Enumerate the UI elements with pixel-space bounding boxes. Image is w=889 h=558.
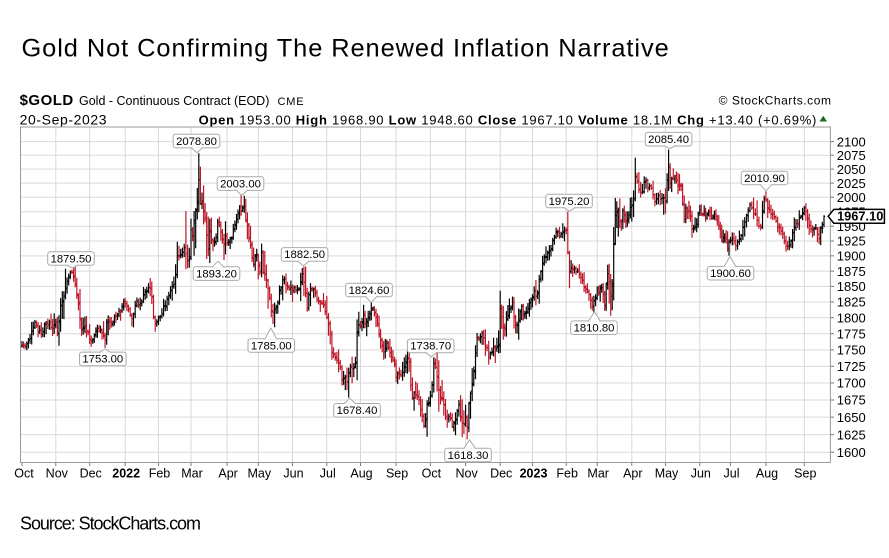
svg-text:2022: 2022 [112, 467, 140, 481]
svg-text:1824.60: 1824.60 [349, 285, 390, 297]
svg-text:1825: 1825 [837, 295, 866, 310]
svg-text:© StockCharts.com: © StockCharts.com [719, 94, 832, 108]
svg-text:1725: 1725 [837, 359, 866, 374]
svg-text:CME: CME [278, 96, 305, 108]
svg-text:1700: 1700 [837, 376, 866, 391]
svg-text:Mar: Mar [587, 467, 609, 481]
svg-text:1650: 1650 [837, 410, 866, 425]
svg-text:Feb: Feb [149, 467, 171, 481]
svg-text:Feb: Feb [556, 467, 578, 481]
svg-text:Aug: Aug [756, 467, 778, 481]
svg-text:1618.30: 1618.30 [448, 450, 489, 462]
svg-text:1879.50: 1879.50 [51, 253, 92, 265]
svg-text:1753.00: 1753.00 [82, 354, 123, 366]
svg-text:Mar: Mar [181, 467, 203, 481]
svg-text:1900: 1900 [837, 249, 866, 264]
svg-text:Nov: Nov [46, 467, 69, 481]
svg-text:1785.00: 1785.00 [251, 340, 292, 352]
svg-text:May: May [247, 467, 271, 481]
svg-text:2025: 2025 [837, 176, 866, 191]
svg-text:1775: 1775 [837, 326, 866, 341]
svg-text:2000: 2000 [837, 190, 866, 205]
svg-text:1893.20: 1893.20 [196, 268, 237, 280]
svg-text:Dec: Dec [490, 467, 512, 481]
svg-text:2050: 2050 [837, 162, 866, 177]
svg-text:2085.40: 2085.40 [648, 134, 689, 146]
svg-text:Jun: Jun [283, 467, 303, 481]
svg-text:1967.10: 1967.10 [837, 209, 883, 224]
svg-text:2075: 2075 [837, 148, 866, 163]
svg-text:2023: 2023 [520, 467, 548, 481]
svg-text:Gold Not Confirming The Renewe: Gold Not Confirming The Renewed Inflatio… [22, 35, 670, 63]
svg-text:$GOLD: $GOLD [20, 92, 74, 109]
svg-text:20-Sep-2023: 20-Sep-2023 [20, 111, 108, 127]
svg-text:Source: StockCharts.com: Source: StockCharts.com [20, 513, 200, 533]
svg-text:Sep: Sep [794, 467, 816, 481]
svg-text:2010.90: 2010.90 [744, 173, 785, 185]
svg-text:Sep: Sep [386, 467, 408, 481]
svg-text:1900.60: 1900.60 [710, 268, 751, 280]
svg-text:Jun: Jun [691, 467, 711, 481]
svg-text:1875: 1875 [837, 264, 866, 279]
svg-text:1678.40: 1678.40 [337, 405, 378, 417]
svg-text:Nov: Nov [455, 467, 478, 481]
svg-text:1625: 1625 [837, 427, 866, 442]
svg-text:Gold - Continuous Contract (EO: Gold - Continuous Contract (EOD) [79, 94, 269, 108]
svg-text:Jul: Jul [320, 467, 336, 481]
svg-text:1675: 1675 [837, 393, 866, 408]
svg-text:1738.70: 1738.70 [410, 341, 451, 353]
svg-text:1850: 1850 [837, 279, 866, 294]
svg-text:2003.00: 2003.00 [220, 178, 261, 190]
svg-text:Open 1953.00 High 1968.90 Low: Open 1953.00 High 1968.90 Low 1948.60 Cl… [199, 112, 818, 127]
svg-text:1800: 1800 [837, 310, 866, 325]
svg-text:Oct: Oct [422, 467, 442, 481]
svg-text:1810.80: 1810.80 [574, 323, 615, 335]
svg-text:Apr: Apr [218, 467, 237, 481]
svg-text:Aug: Aug [350, 467, 372, 481]
svg-text:1750: 1750 [837, 343, 866, 358]
svg-text:Apr: Apr [623, 467, 642, 481]
svg-text:2078.80: 2078.80 [176, 136, 217, 148]
svg-text:1975.20: 1975.20 [549, 196, 590, 208]
svg-text:2100: 2100 [837, 134, 866, 149]
svg-text:May: May [655, 467, 679, 481]
svg-text:Oct: Oct [14, 467, 34, 481]
svg-text:Jul: Jul [724, 467, 740, 481]
svg-text:Dec: Dec [80, 467, 102, 481]
svg-text:1882.50: 1882.50 [284, 249, 325, 261]
svg-text:1925: 1925 [837, 234, 866, 249]
svg-text:1600: 1600 [837, 445, 866, 460]
